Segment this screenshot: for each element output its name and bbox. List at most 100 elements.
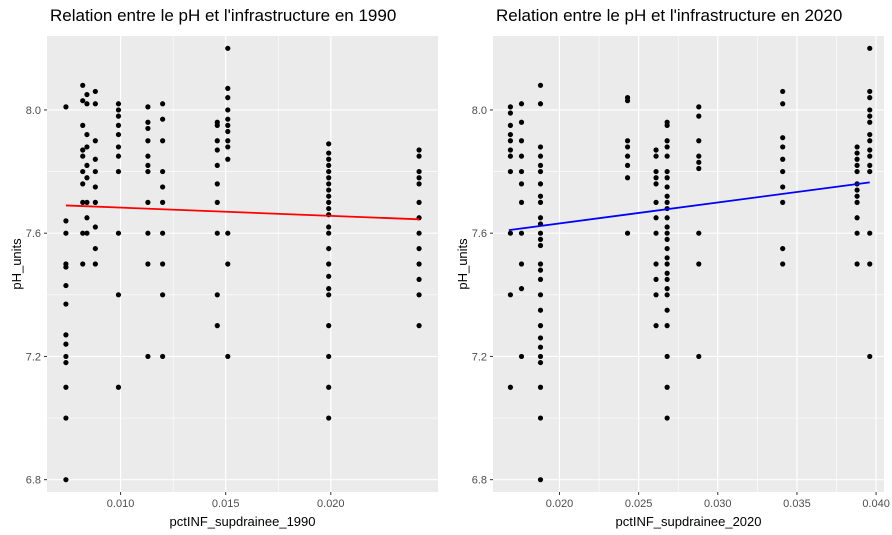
data-point	[780, 184, 786, 190]
data-point	[225, 230, 231, 236]
data-point	[416, 323, 422, 329]
data-point	[160, 353, 166, 360]
data-point	[664, 175, 670, 181]
data-point	[92, 261, 98, 267]
data-point	[537, 292, 544, 298]
data-point	[664, 415, 670, 421]
data-point	[84, 131, 90, 138]
data-point	[537, 323, 544, 329]
y-tick-label: 8.0	[26, 105, 41, 117]
data-point	[537, 359, 544, 366]
data-point	[696, 138, 702, 144]
data-point	[664, 255, 670, 261]
data-point	[624, 162, 631, 169]
data-point	[160, 292, 166, 298]
data-point	[696, 353, 702, 360]
data-point	[80, 199, 86, 205]
data-point	[537, 168, 544, 175]
data-point	[696, 153, 702, 159]
data-point	[867, 147, 873, 153]
data-point	[696, 165, 702, 172]
data-point	[92, 88, 98, 95]
data-point	[84, 162, 90, 169]
data-point	[507, 131, 514, 138]
data-point	[664, 384, 670, 390]
data-point	[854, 168, 860, 175]
x-tick-label: 0.030	[704, 498, 732, 510]
data-point	[326, 261, 332, 267]
data-point	[63, 218, 69, 224]
data-point	[537, 242, 544, 249]
data-point	[145, 162, 151, 169]
data-point	[537, 101, 544, 107]
data-point	[664, 122, 670, 128]
data-point	[664, 193, 670, 199]
data-point	[160, 101, 166, 107]
data-point	[225, 138, 231, 144]
x-tick-label: 0.035	[783, 498, 811, 510]
data-point	[854, 144, 860, 150]
data-point	[518, 101, 525, 107]
data-point	[867, 168, 873, 175]
data-point	[63, 359, 69, 366]
data-point	[160, 168, 166, 175]
data-point	[780, 156, 786, 162]
data-point	[92, 138, 98, 144]
data-point	[63, 264, 69, 270]
data-point	[80, 153, 86, 159]
data-point	[326, 168, 332, 175]
data-point	[326, 205, 332, 212]
data-point	[416, 147, 422, 153]
data-point	[160, 116, 166, 122]
data-point	[326, 181, 332, 187]
data-point	[416, 153, 422, 159]
data-point	[653, 323, 659, 329]
data-point	[80, 147, 86, 153]
chart-panel-2020: Relation entre le pH et l'infrastructure…	[446, 0, 892, 535]
data-point	[696, 261, 702, 267]
data-point	[624, 144, 631, 150]
data-point	[537, 353, 544, 360]
data-point	[664, 245, 670, 252]
data-point	[664, 138, 670, 144]
y-tick-label: 7.6	[26, 228, 41, 240]
data-point	[537, 267, 544, 273]
data-point	[696, 159, 702, 165]
data-point	[63, 230, 69, 236]
data-point	[80, 230, 86, 236]
y-tick-label: 8.0	[472, 105, 487, 117]
data-point	[84, 91, 90, 98]
data-point	[780, 245, 786, 252]
data-point	[696, 104, 702, 110]
data-point	[84, 144, 90, 150]
data-point	[80, 181, 86, 187]
data-point	[867, 88, 873, 95]
data-point	[664, 224, 670, 230]
data-point	[653, 147, 659, 153]
data-point	[84, 230, 90, 236]
data-point	[115, 230, 122, 236]
data-point	[326, 150, 332, 156]
data-point	[664, 153, 670, 159]
data-point	[854, 199, 860, 205]
data-point	[92, 168, 98, 175]
data-point	[507, 168, 514, 175]
data-point	[780, 168, 786, 175]
data-point	[653, 175, 659, 181]
x-tick-label: 0.020	[546, 498, 574, 510]
data-point	[326, 353, 332, 360]
x-tick-label: 0.040	[862, 498, 890, 510]
data-point	[63, 282, 69, 289]
data-point	[507, 110, 514, 116]
data-point	[537, 82, 544, 88]
data-point	[225, 353, 231, 360]
data-point	[92, 101, 98, 107]
data-point	[518, 168, 525, 175]
data-point	[507, 153, 514, 159]
data-point	[80, 168, 86, 175]
data-point	[507, 230, 514, 236]
data-point	[115, 122, 122, 128]
data-point	[653, 261, 659, 267]
data-point	[160, 184, 166, 190]
data-point	[854, 193, 860, 199]
